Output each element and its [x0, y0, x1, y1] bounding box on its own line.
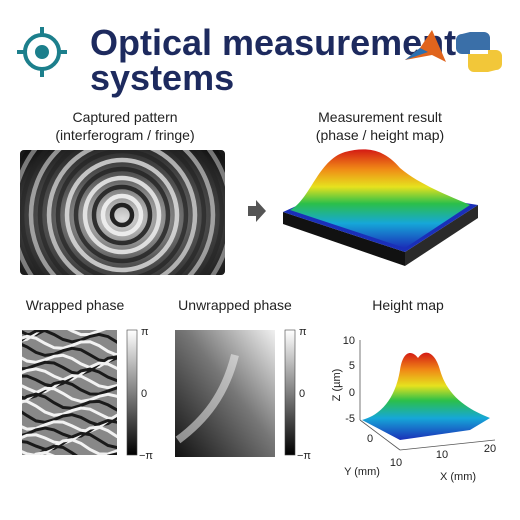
colorbar-label: π [299, 326, 307, 338]
wrapped-image [22, 330, 117, 455]
height-map-axes [359, 340, 496, 451]
fringe-ring [100, 193, 144, 237]
panel-title: Captured pattern [72, 109, 177, 125]
colorbar [126, 329, 138, 456]
tick-label: 0 [349, 387, 355, 399]
panel-title: Wrapped phase [26, 297, 125, 313]
phase-stripe [22, 355, 117, 376]
panel-title: Height map [372, 297, 444, 313]
phase-stripe [22, 392, 117, 412]
tick-label: 10 [343, 335, 355, 347]
phase-stripe [22, 431, 117, 451]
axis-label: X (mm) [440, 471, 476, 483]
unwrapped-image [175, 330, 275, 457]
panel-subtitle: (interferogram / fringe) [55, 127, 194, 143]
tick-label: 20 [484, 443, 496, 455]
fringe-ring [46, 150, 198, 275]
title-line: systems [90, 57, 234, 98]
colorbar [284, 329, 296, 456]
phase-stripe [22, 334, 117, 357]
tick-label: 10 [390, 457, 402, 469]
panel-subtitle: (phase / height map) [316, 127, 444, 143]
fringe-ring [20, 150, 225, 275]
panel-title: Unwrapped phase [178, 297, 292, 313]
colorbar-label: −π [139, 450, 153, 462]
axis-label: Y (mm) [344, 466, 380, 478]
phase-stripe [22, 379, 117, 401]
colorbar-label: 0 [299, 388, 305, 400]
phase-stripe [22, 330, 117, 344]
fringe-ring [73, 166, 171, 264]
phase-stripe [22, 410, 117, 427]
fringe-ring [55, 150, 189, 275]
phase-stripe [35, 444, 117, 455]
fringe-ring [64, 157, 180, 273]
colorbar-label: −π [297, 450, 311, 462]
phase-stripe [22, 361, 117, 382]
fringe-image [20, 150, 225, 275]
phase-stripe [22, 399, 117, 421]
fringe-ring [28, 150, 216, 275]
panel-title: Measurement result [318, 109, 442, 125]
phase-stripe [22, 438, 117, 455]
fringe-ring [109, 202, 135, 228]
fringe-ring [37, 150, 207, 275]
colorbar-label: π [141, 326, 149, 338]
axis-label: Z (µm) [331, 369, 343, 402]
tick-label: 10 [436, 449, 448, 461]
title-line: Optical measurement [90, 22, 456, 63]
tick-label: 0 [367, 433, 373, 445]
height-surface [362, 352, 490, 440]
tick-label: -5 [345, 413, 355, 425]
arrow [248, 200, 266, 222]
fringe-ring [82, 175, 162, 255]
surface-3d [283, 149, 478, 266]
phase-stripe [31, 451, 55, 455]
colorbar-label: 0 [141, 388, 147, 400]
logo [17, 27, 67, 77]
fringe-ring [91, 184, 153, 246]
phase-stripe [22, 330, 107, 342]
tick-label: 5 [349, 360, 355, 372]
matlab-icon [405, 30, 446, 62]
python-icon [456, 32, 502, 72]
phase-stripe [22, 352, 117, 370]
